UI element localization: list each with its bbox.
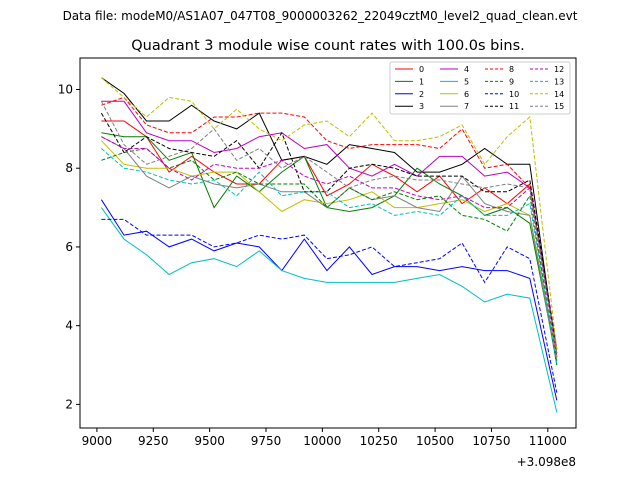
series-line-14 bbox=[101, 77, 558, 350]
series-line-0 bbox=[101, 120, 558, 354]
x-tick-label: 9250 bbox=[138, 434, 169, 448]
y-tick-label: 8 bbox=[65, 161, 73, 175]
y-tick-label: 4 bbox=[65, 319, 73, 333]
legend-label-1: 1 bbox=[419, 77, 424, 86]
legend-label-2: 2 bbox=[419, 90, 424, 99]
series-line-7 bbox=[101, 136, 558, 366]
series-line-10 bbox=[101, 218, 558, 393]
plot-area bbox=[100, 77, 558, 413]
x-axis: 9000 9250 9500 9750 10000 10250 10500 10750 1100… bbox=[82, 428, 567, 448]
legend-label-3: 3 bbox=[419, 102, 424, 111]
series-line-6 bbox=[101, 140, 558, 358]
legend-label-14: 14 bbox=[554, 90, 564, 99]
legend-label-10: 10 bbox=[509, 90, 519, 99]
legend-label-4: 4 bbox=[464, 65, 469, 74]
legend-box bbox=[389, 61, 571, 115]
legend-label-7: 7 bbox=[464, 102, 469, 111]
x-tick-label: 10000 bbox=[303, 434, 341, 448]
x-tick-label: 10250 bbox=[360, 434, 398, 448]
series-line-2 bbox=[100, 199, 558, 401]
legend-label-15: 15 bbox=[554, 102, 564, 111]
series-line-15 bbox=[100, 101, 558, 354]
legend-label-12: 12 bbox=[554, 65, 564, 74]
legend-label-13: 13 bbox=[554, 77, 564, 86]
x-axis-offset-label: +3.098e8 bbox=[517, 455, 576, 469]
y-tick-label: 6 bbox=[65, 240, 73, 254]
legend-label-5: 5 bbox=[464, 77, 469, 86]
series-line-5 bbox=[100, 207, 558, 413]
series-line-8 bbox=[101, 96, 558, 354]
x-tick-label: 9500 bbox=[194, 434, 225, 448]
legend-label-8: 8 bbox=[509, 65, 514, 74]
x-tick-label: 11000 bbox=[529, 434, 567, 448]
legend-label-9: 9 bbox=[509, 77, 514, 86]
series-line-11 bbox=[100, 112, 558, 350]
series-line-4 bbox=[101, 100, 558, 350]
series-line-3 bbox=[101, 77, 558, 358]
x-tick-label: 10750 bbox=[472, 434, 510, 448]
x-tick-label: 9000 bbox=[82, 434, 113, 448]
legend-label-6: 6 bbox=[464, 90, 469, 99]
legend-label-11: 11 bbox=[509, 102, 519, 111]
y-tick-label: 2 bbox=[65, 397, 73, 411]
series-line-9 bbox=[101, 147, 558, 366]
data-file-caption: Data file: modeM0/AS1A07_047T08_90000032… bbox=[63, 9, 578, 23]
x-tick-label: 10500 bbox=[416, 434, 454, 448]
y-tick-label: 10 bbox=[58, 82, 73, 96]
x-tick-label: 9750 bbox=[251, 434, 282, 448]
series-line-13 bbox=[101, 148, 558, 366]
chart-title: Quadrant 3 module wise count rates with … bbox=[131, 38, 525, 54]
y-axis: 2 4 6 8 10 bbox=[58, 82, 80, 411]
legend-label-0: 0 bbox=[419, 65, 424, 74]
plot-frame bbox=[79, 57, 577, 429]
series-line-12 bbox=[101, 136, 558, 358]
